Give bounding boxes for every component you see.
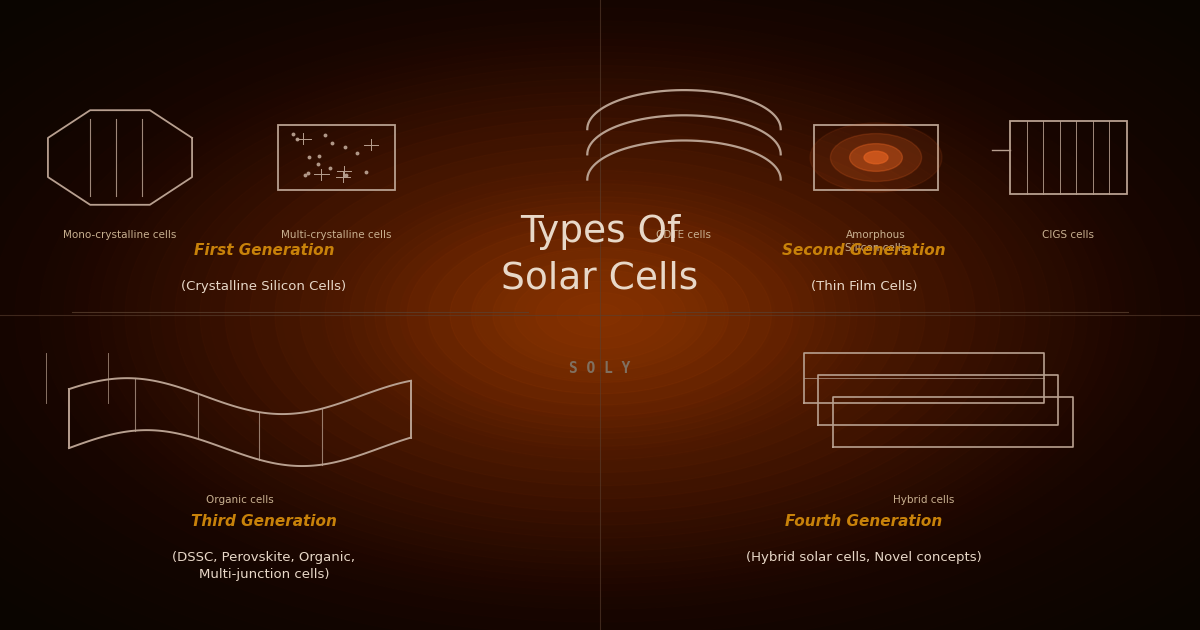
- Circle shape: [175, 92, 1025, 538]
- Circle shape: [40, 21, 1160, 609]
- Circle shape: [283, 149, 917, 481]
- Text: (DSSC, Perovskite, Organic,
Multi-junction cells): (DSSC, Perovskite, Organic, Multi-juncti…: [173, 551, 355, 581]
- Text: Hybrid cells: Hybrid cells: [893, 495, 955, 505]
- Circle shape: [161, 84, 1039, 546]
- Text: Fourth Generation: Fourth Generation: [785, 514, 943, 529]
- Circle shape: [16, 8, 1184, 622]
- Circle shape: [428, 225, 772, 405]
- Circle shape: [200, 105, 1000, 525]
- Text: Multi-crystalline cells: Multi-crystalline cells: [281, 230, 391, 240]
- Circle shape: [150, 79, 1050, 551]
- Text: Third Generation: Third Generation: [191, 514, 337, 529]
- Text: Organic cells: Organic cells: [206, 495, 274, 505]
- Circle shape: [406, 213, 794, 417]
- Circle shape: [307, 161, 893, 469]
- Circle shape: [493, 259, 707, 371]
- Circle shape: [850, 144, 902, 171]
- Circle shape: [550, 289, 650, 341]
- Circle shape: [226, 118, 974, 512]
- Circle shape: [575, 302, 625, 328]
- Circle shape: [332, 175, 868, 455]
- Circle shape: [400, 210, 800, 420]
- Text: Mono-crystalline cells: Mono-crystalline cells: [64, 230, 176, 240]
- Circle shape: [186, 98, 1014, 532]
- Text: CDTE cells: CDTE cells: [656, 230, 712, 240]
- Circle shape: [300, 158, 900, 472]
- Text: (Crystalline Silicon Cells): (Crystalline Silicon Cells): [181, 280, 347, 294]
- Circle shape: [535, 281, 665, 349]
- Circle shape: [64, 33, 1136, 597]
- Circle shape: [425, 223, 775, 407]
- Circle shape: [864, 151, 888, 164]
- Circle shape: [500, 263, 700, 367]
- Circle shape: [210, 110, 990, 520]
- Circle shape: [365, 192, 835, 438]
- Circle shape: [830, 134, 922, 181]
- Circle shape: [380, 200, 820, 430]
- Circle shape: [551, 289, 649, 341]
- Bar: [814, 125, 938, 190]
- Circle shape: [450, 236, 750, 394]
- Text: (Thin Film Cells): (Thin Film Cells): [811, 280, 917, 294]
- Circle shape: [526, 276, 674, 354]
- Circle shape: [89, 47, 1111, 583]
- Text: Types Of
Solar Cells: Types Of Solar Cells: [502, 214, 698, 296]
- Circle shape: [454, 238, 746, 392]
- Circle shape: [515, 270, 685, 360]
- Bar: [1009, 121, 1127, 194]
- Circle shape: [275, 144, 925, 486]
- Text: CIGS cells: CIGS cells: [1042, 230, 1094, 240]
- Circle shape: [475, 249, 725, 381]
- Circle shape: [450, 236, 750, 394]
- Text: Second Generation: Second Generation: [782, 243, 946, 258]
- Bar: [277, 125, 395, 190]
- Circle shape: [430, 226, 770, 404]
- Circle shape: [350, 184, 850, 446]
- Circle shape: [478, 251, 722, 379]
- Text: S O L Y: S O L Y: [569, 361, 631, 376]
- Circle shape: [527, 277, 673, 353]
- Circle shape: [356, 187, 844, 443]
- Circle shape: [810, 123, 942, 192]
- Circle shape: [113, 59, 1087, 571]
- Circle shape: [385, 202, 815, 428]
- Circle shape: [374, 197, 826, 433]
- Circle shape: [578, 304, 622, 326]
- Circle shape: [576, 302, 624, 328]
- Circle shape: [250, 131, 950, 499]
- Circle shape: [325, 171, 875, 459]
- Text: (Hybrid solar cells, Novel concepts): (Hybrid solar cells, Novel concepts): [746, 551, 982, 564]
- Text: First Generation: First Generation: [193, 243, 335, 258]
- Circle shape: [234, 123, 966, 507]
- Circle shape: [557, 292, 643, 338]
- Circle shape: [407, 214, 793, 416]
- Circle shape: [472, 248, 728, 382]
- Text: Amorphous
Silicon cells: Amorphous Silicon cells: [845, 230, 907, 253]
- Circle shape: [259, 136, 941, 494]
- Circle shape: [137, 72, 1063, 558]
- Circle shape: [503, 264, 697, 366]
